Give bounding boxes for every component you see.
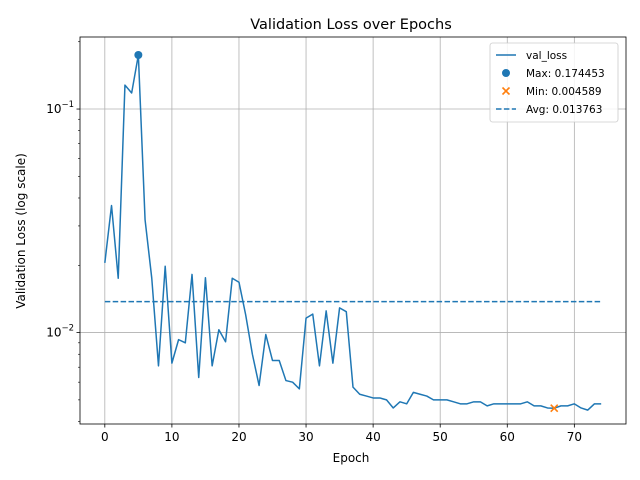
val-loss-line: [104, 54, 602, 411]
axes-frame: [79, 36, 627, 425]
min-marker-stroke: [550, 404, 559, 413]
y-tick-label: 10−1: [46, 100, 74, 116]
x-tick-label: 10: [164, 430, 179, 444]
x-tick-label: 60: [500, 430, 515, 444]
min-point-marker: [550, 404, 559, 413]
legend-label: Avg: 0.013763: [526, 104, 602, 116]
legend-entry: Avg: 0.013763: [496, 104, 602, 116]
x-tick-label: 30: [298, 430, 313, 444]
chart-title: Validation Loss over Epochs: [250, 17, 452, 33]
max-point-marker: [134, 51, 143, 60]
legend-entry: Min: 0.004589: [501, 86, 602, 98]
plot-frame: [79, 36, 627, 425]
legend-box: [489, 42, 619, 123]
legend-circle-swatch: [502, 69, 510, 77]
x-tick-label: 50: [433, 430, 448, 444]
y-tick-label: 10−2: [46, 324, 74, 340]
x-tick-label: 70: [567, 430, 582, 444]
legend-label: val_loss: [526, 50, 567, 62]
legend-entry: val_loss: [496, 50, 567, 62]
series-layer: [104, 51, 602, 413]
legend-entry: Max: 0.174453: [502, 68, 605, 80]
x-axis-label: Epoch: [333, 451, 370, 465]
ticks: 0 10 20 30 40 50 60 70 10−2 10−1: [46, 41, 582, 444]
x-tick-label: 20: [231, 430, 246, 444]
legend-label: Max: 0.174453: [526, 68, 605, 80]
x-tick-label: 40: [365, 430, 380, 444]
y-axis-label: Validation Loss (log scale): [14, 153, 28, 309]
legend: val_loss Max: 0.174453 Min: 0.004589 Avg: 0…: [489, 42, 619, 123]
legend-x-swatch: [501, 86, 511, 96]
x-tick-label: 0: [101, 430, 109, 444]
legend-label: Min: 0.004589: [526, 86, 602, 98]
